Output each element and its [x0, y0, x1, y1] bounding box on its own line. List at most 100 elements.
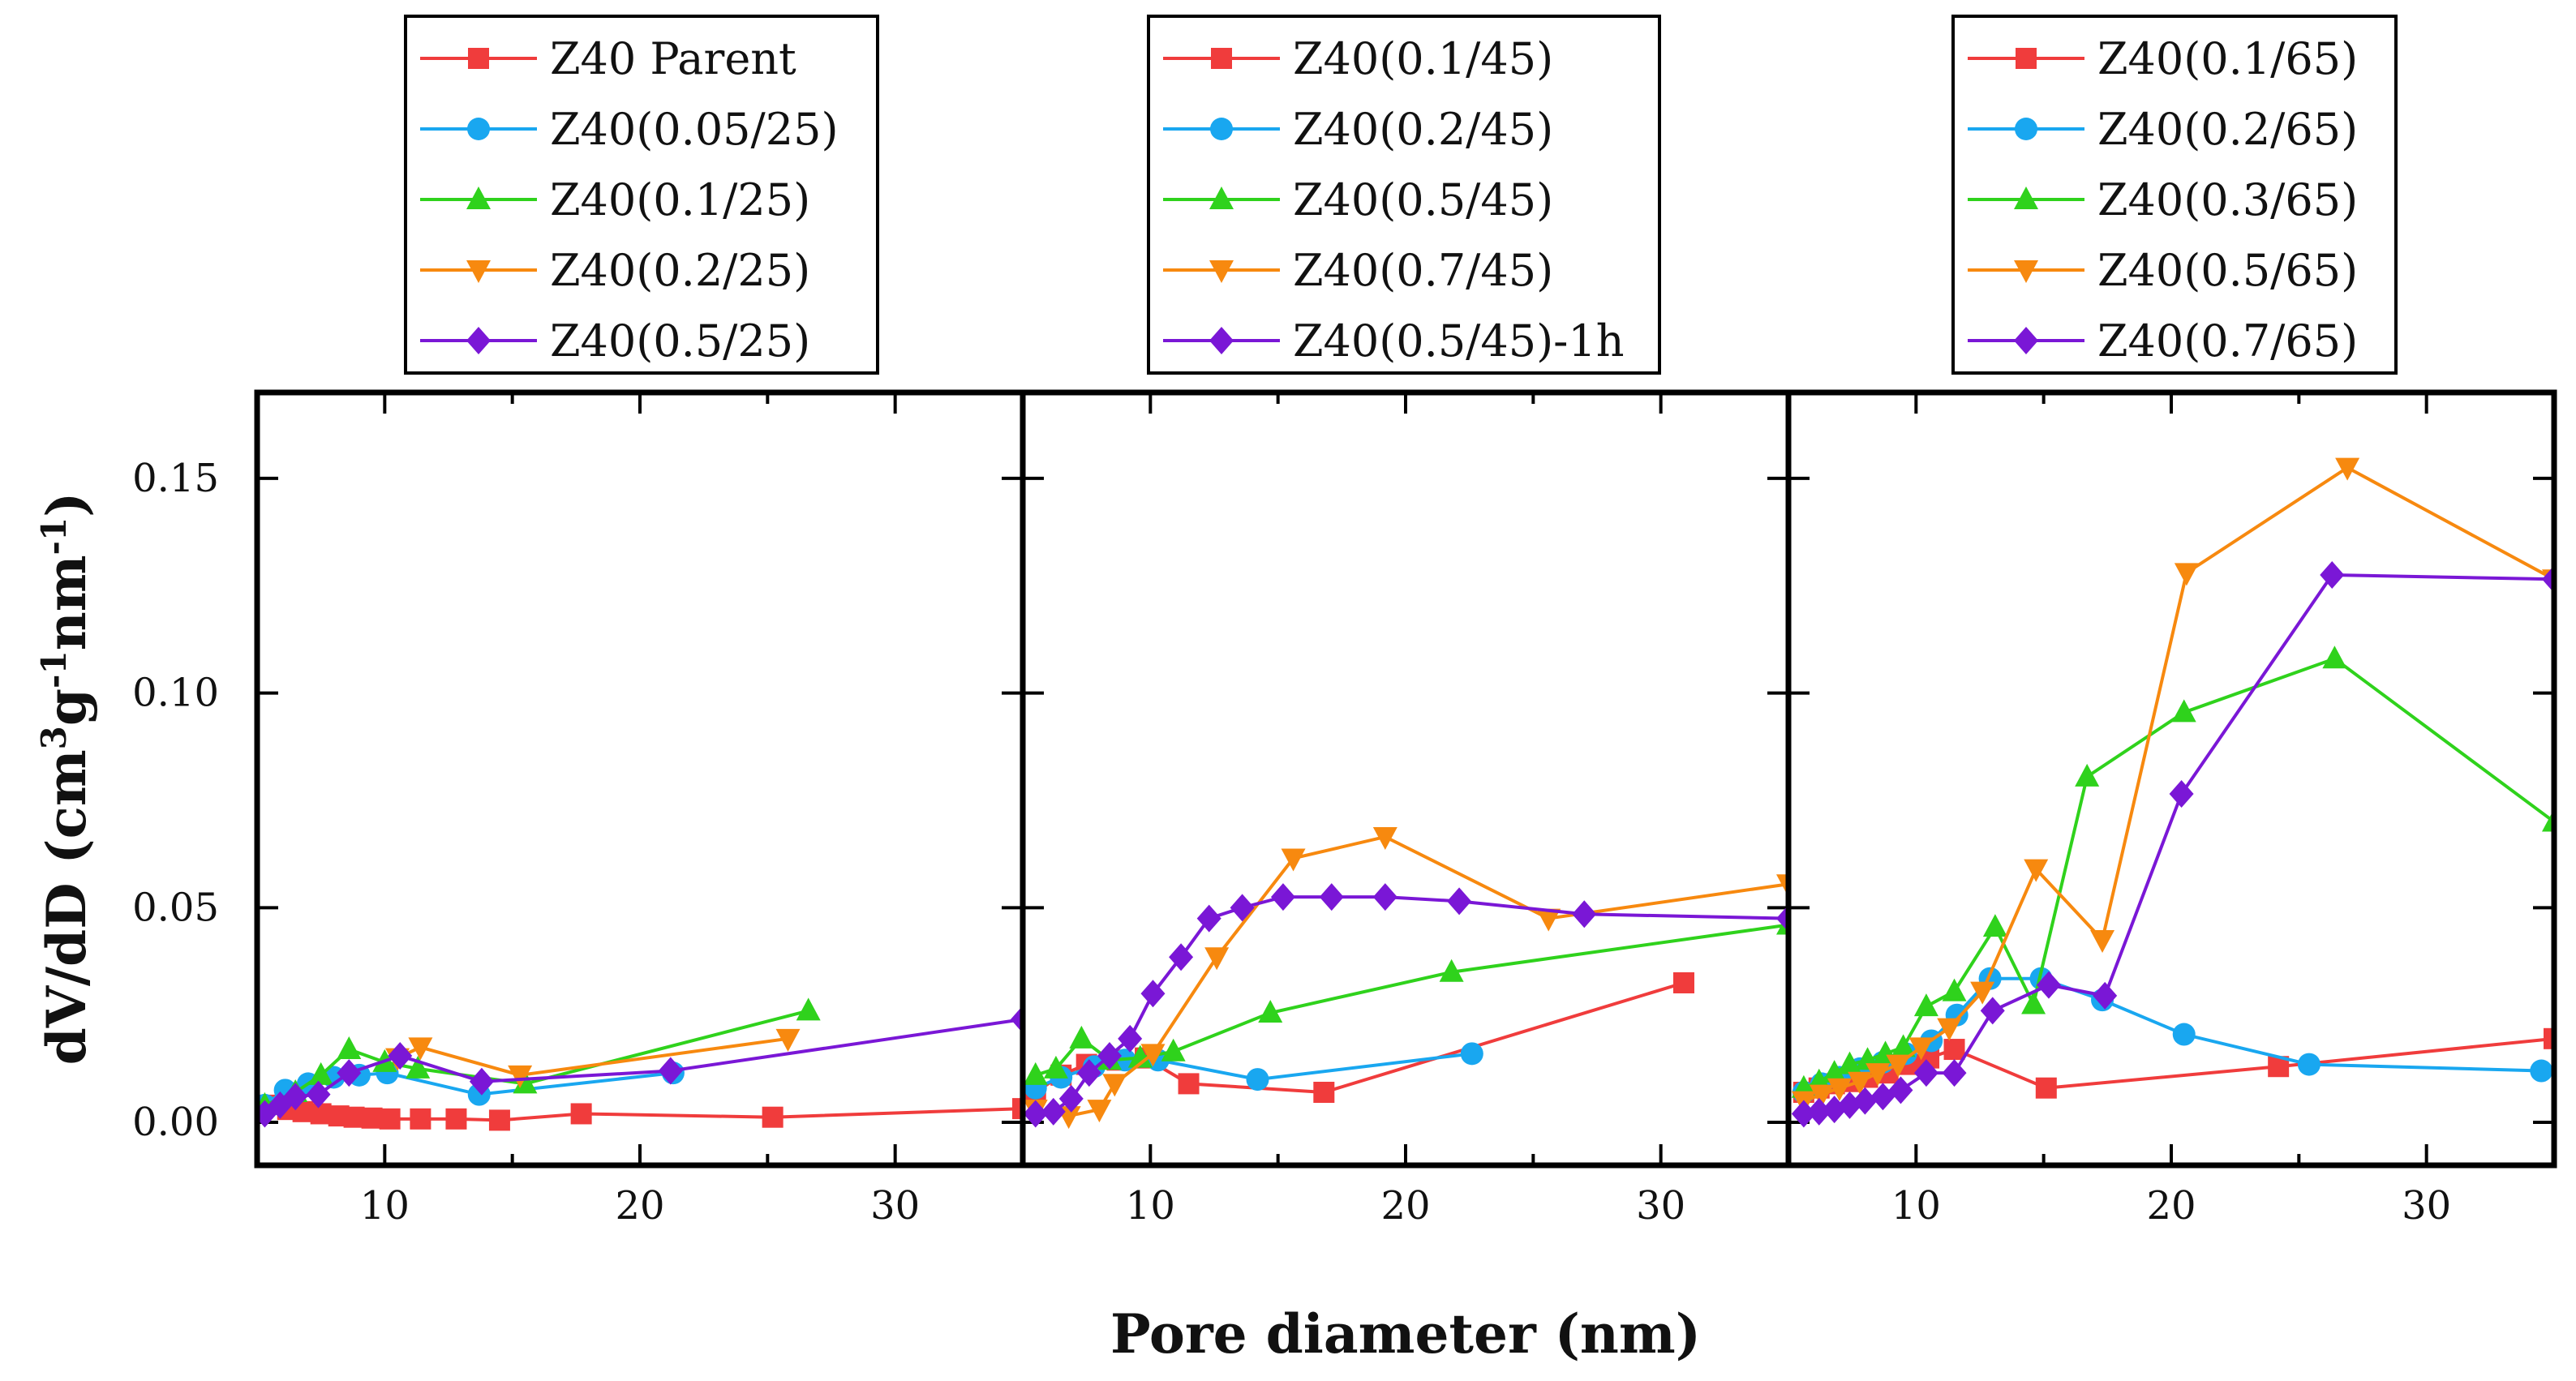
data-point — [1196, 904, 1221, 933]
legend-label: Z40(0.1/65) — [2097, 33, 2358, 84]
legend-label: Z40(0.2/45) — [1293, 104, 1553, 155]
data-point — [410, 1108, 431, 1130]
data-point — [1043, 1055, 1068, 1079]
data-point — [469, 1067, 494, 1096]
data-point — [1161, 1038, 1186, 1061]
data-point — [2542, 565, 2554, 594]
panel-1-series — [257, 997, 1023, 1131]
data-point — [257, 1100, 277, 1128]
data-point — [1776, 874, 1788, 898]
data-point — [1970, 981, 1995, 1005]
data-point — [2169, 780, 2194, 808]
data-point — [1204, 947, 1230, 971]
data-point — [2171, 699, 2196, 723]
legends: Z40 Parent Z40(0.05/25) Z40(0.1/25) Z40(0.2… — [404, 15, 2398, 375]
data-point — [343, 1106, 365, 1128]
legend-label: Z40(0.3/65) — [2097, 174, 2358, 225]
data-point — [1169, 943, 1194, 971]
data-point — [2024, 859, 2049, 882]
data-point — [1447, 887, 1472, 916]
data-point — [1942, 978, 1967, 1001]
x-tick-label: 20 — [615, 1183, 664, 1229]
data-point — [308, 1061, 333, 1085]
data-point — [388, 1041, 413, 1070]
y-tick-label: 0.05 — [132, 885, 219, 930]
y-tick-label: 0.00 — [132, 1100, 219, 1145]
data-point — [337, 1036, 362, 1060]
x-axis-title: Pore diameter (nm) — [1110, 1302, 1701, 1366]
legend-marker — [1209, 187, 1234, 209]
data-point — [1313, 1081, 1335, 1103]
data-point — [1102, 1074, 1127, 1097]
data-point — [1806, 1097, 1831, 1126]
y-axis-title-sup3: -1 — [34, 517, 74, 555]
legend-marker — [2015, 118, 2037, 140]
legend-label: Z40(0.5/45) — [1293, 174, 1553, 225]
legend-label: Z40(0.2/65) — [2097, 104, 2358, 155]
data-point — [1908, 1037, 1934, 1061]
series-line — [397, 1036, 788, 1077]
data-point — [1140, 980, 1166, 1008]
data-point — [2021, 991, 2046, 1014]
panel-3-frame — [1785, 389, 2557, 1169]
data-point — [1865, 1063, 1891, 1087]
data-point — [1319, 883, 1344, 911]
data-point — [1886, 1054, 1911, 1078]
legend-label: Z40(0.5/45)-1h — [1293, 315, 1625, 367]
data-point — [1980, 997, 2005, 1025]
data-point — [1913, 993, 1938, 1017]
data-point — [1023, 1100, 1048, 1128]
data-point — [1372, 883, 1397, 911]
data-point — [1087, 1100, 1112, 1123]
y-tick-label: 0.15 — [132, 456, 219, 501]
y-axis-title-end: ) — [35, 492, 98, 517]
data-point — [408, 1037, 433, 1061]
x-tick-label: 20 — [2146, 1183, 2196, 1229]
legend-marker — [466, 187, 491, 209]
data-point — [2035, 1077, 2057, 1099]
legend-label: Z40(0.5/25) — [550, 315, 810, 367]
data-point — [2090, 930, 2115, 954]
y-axis-title-sup2: -1 — [34, 650, 74, 688]
data-point — [2297, 1053, 2321, 1076]
data-point — [1672, 971, 1694, 993]
data-point — [1439, 959, 1464, 982]
data-point — [775, 1028, 801, 1052]
y-axis-title-main: dV/dD (cm — [35, 749, 98, 1065]
data-point — [1246, 1068, 1269, 1092]
legend-marker — [2014, 187, 2038, 209]
data-point — [1270, 883, 1295, 911]
data-point — [1888, 1076, 1913, 1104]
data-point — [2335, 457, 2360, 481]
legend-marker — [468, 48, 489, 69]
data-point — [1827, 1078, 1852, 1101]
series-line — [1803, 657, 2554, 1090]
y-axis-title-sup1: 3 — [34, 726, 74, 749]
y-axis-title-mid1: g — [35, 688, 98, 726]
data-point — [2093, 981, 2118, 1010]
legend-marker — [466, 327, 491, 354]
legend-label: Z40(0.1/45) — [1293, 33, 1553, 84]
data-point — [2174, 563, 2199, 586]
data-point — [1791, 1100, 1816, 1128]
data-point — [2172, 1023, 2196, 1046]
panel-3-series — [1791, 457, 2554, 1128]
data-point — [570, 1103, 592, 1125]
legend-marker — [2014, 327, 2038, 354]
data-point — [1536, 908, 1561, 932]
data-point — [1097, 1041, 1122, 1070]
data-point — [337, 1059, 362, 1087]
data-point — [2530, 1059, 2553, 1083]
data-point — [1230, 894, 1255, 922]
axes-layer: 0.00 0.05 0.10 0.15 10 20 30 10 20 30 10 20 30 — [132, 392, 2556, 1229]
data-point — [762, 1106, 784, 1128]
series-line — [1035, 895, 1788, 1116]
legend-panel-3: Z40(0.1/65) Z40(0.2/65) Z40(0.3/65) Z40(0.5… — [1951, 15, 2398, 375]
series-line — [1035, 834, 1788, 1118]
data-point — [361, 1107, 383, 1129]
legend-label: Z40(0.5/65) — [2097, 245, 2358, 296]
data-point — [1776, 904, 1788, 933]
data-point — [1982, 914, 2007, 937]
y-axis-title-mid2: nm — [35, 555, 98, 650]
